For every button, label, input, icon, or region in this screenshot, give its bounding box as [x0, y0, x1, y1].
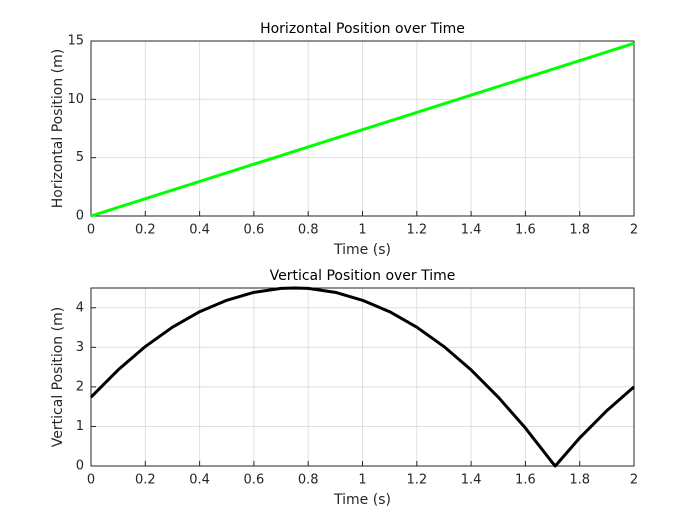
x-axis-label: Time (s): [333, 492, 391, 508]
x-tick-label: 1.8: [569, 473, 590, 488]
data-line: [90, 41, 635, 218]
x-tick-label: 0.8: [298, 473, 319, 488]
y-axis-label: Horizontal Position (m): [50, 49, 66, 208]
y-tick-label: 10: [67, 92, 84, 107]
axes-box: [90, 40, 635, 217]
y-tick-label: 0: [76, 459, 84, 474]
x-tick-label: 0.2: [135, 223, 156, 238]
x-tick-label: 1.6: [515, 223, 536, 238]
x-tick-label: 1.4: [461, 223, 482, 238]
x-tick-label: 2: [630, 473, 638, 488]
x-tick-label: 0.8: [298, 223, 319, 238]
axes-box: [90, 287, 635, 467]
data-line: [89, 286, 635, 468]
x-tick-label: 0.4: [189, 223, 210, 238]
chart-title: Vertical Position over Time: [270, 268, 456, 284]
x-tick-label: 1.8: [569, 223, 590, 238]
y-tick-label: 15: [67, 34, 84, 49]
y-tick-label: 4: [76, 300, 84, 315]
x-tick-label: 1.6: [515, 473, 536, 488]
x-tick-label: 0.6: [244, 473, 265, 488]
x-tick-label: 0: [87, 223, 95, 238]
x-tick-label: 1: [358, 473, 366, 488]
x-tick-label: 0.6: [244, 223, 265, 238]
x-tick-label: 0.2: [135, 473, 156, 488]
x-tick-label: 0.4: [189, 473, 210, 488]
y-tick-label: 3: [76, 340, 84, 355]
chart-title: Horizontal Position over Time: [260, 21, 465, 37]
y-axis-label: Vertical Position (m): [50, 307, 66, 447]
y-tick-label: 1: [76, 419, 84, 434]
x-tick-label: 1.2: [406, 223, 427, 238]
y-tick-label: 2: [76, 379, 84, 394]
x-tick-label: 1.4: [461, 473, 482, 488]
x-tick-label: 0: [87, 473, 95, 488]
y-tick-label: 5: [76, 150, 84, 165]
x-tick-label: 1: [358, 223, 366, 238]
x-axis-label: Time (s): [333, 242, 391, 258]
x-tick-label: 2: [630, 223, 638, 238]
x-tick-label: 1.2: [406, 473, 427, 488]
y-tick-label: 0: [76, 209, 84, 224]
